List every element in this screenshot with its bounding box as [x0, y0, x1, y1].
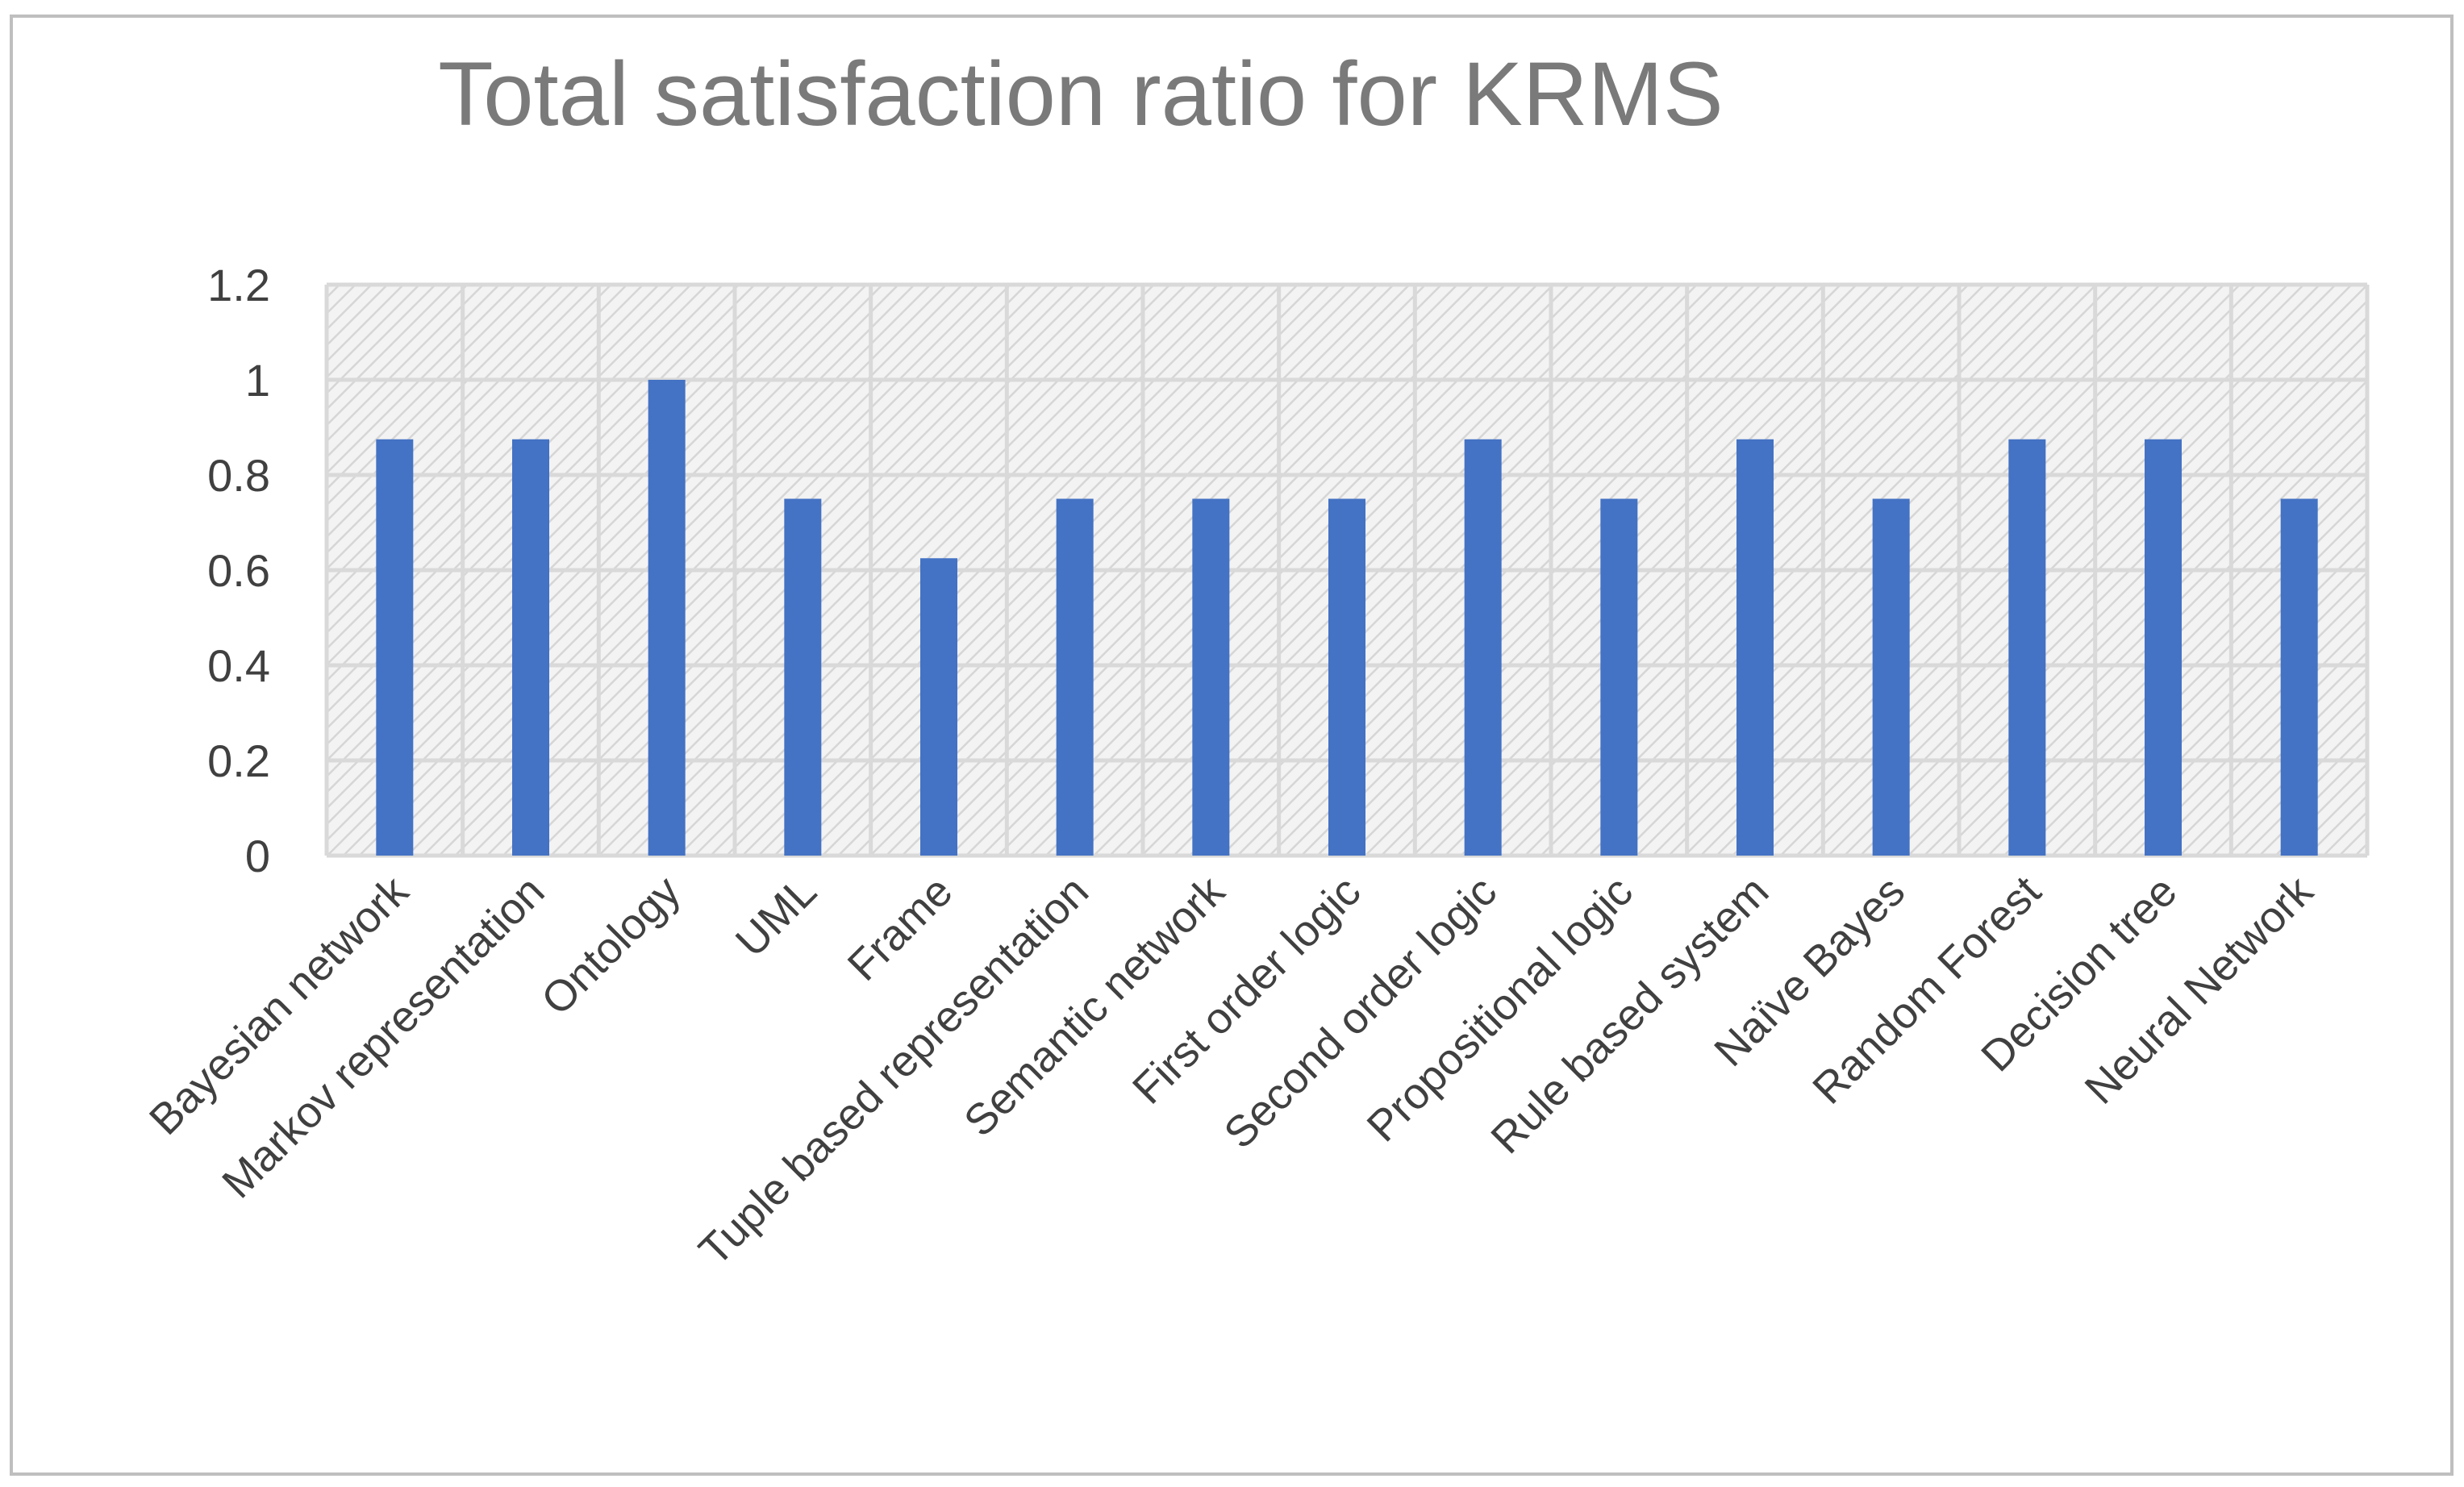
bar [376, 439, 414, 856]
bar [1192, 498, 1230, 856]
y-tick-label: 1.2 [207, 260, 270, 310]
bar [920, 558, 957, 856]
bar [1056, 498, 1094, 856]
bar [512, 439, 549, 856]
y-tick-label: 1 [245, 355, 270, 406]
y-tick-label: 0.8 [207, 450, 270, 501]
bar [1328, 498, 1365, 856]
bar [648, 380, 686, 856]
bar-series [376, 380, 2318, 856]
y-tick-label: 0.2 [207, 735, 270, 786]
bar [1736, 439, 1774, 856]
bar [1600, 498, 1638, 856]
bar [2280, 498, 2318, 856]
bar [2008, 439, 2046, 856]
y-tick-label: 0.4 [207, 640, 270, 691]
chart-title: Total satisfaction ratio for KRMS [438, 44, 1723, 144]
y-tick-label: 0.6 [207, 545, 270, 596]
y-tick-label: 0 [245, 831, 270, 881]
bar [1464, 439, 1502, 856]
y-axis-tick-labels: 0 0.2 0.4 0.6 0.8 1 1.2 [207, 260, 270, 881]
bar [1872, 498, 1910, 856]
bar [784, 498, 822, 856]
bar [2145, 439, 2182, 856]
